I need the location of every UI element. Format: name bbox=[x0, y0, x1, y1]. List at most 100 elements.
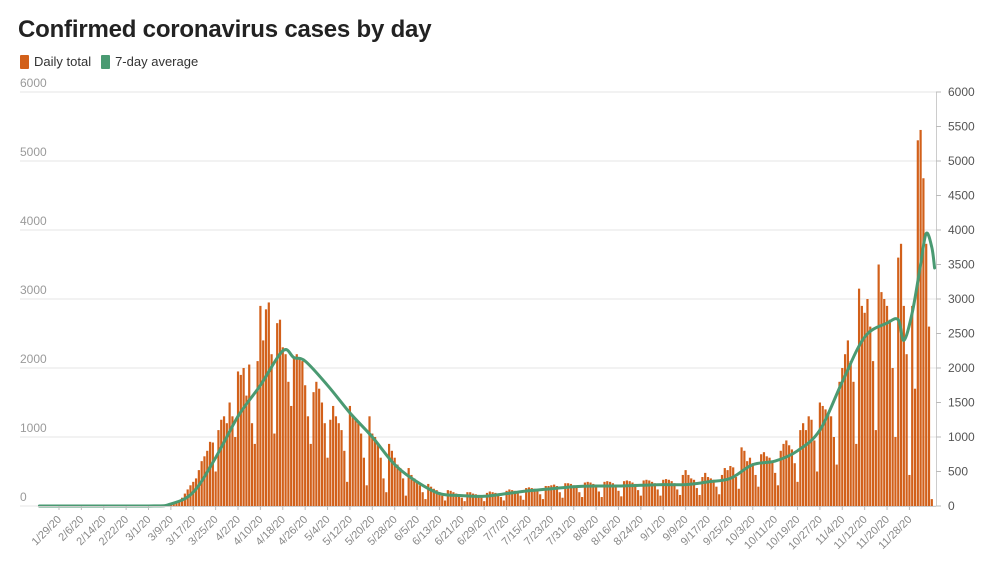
daily-total-bar bbox=[536, 489, 539, 506]
daily-total-bar bbox=[276, 323, 279, 506]
daily-total-bar bbox=[471, 493, 475, 506]
y-tick-left: 0 bbox=[20, 490, 27, 504]
daily-total-bar bbox=[418, 485, 421, 506]
daily-total-bar bbox=[357, 423, 360, 506]
daily-total-bar bbox=[494, 492, 497, 506]
daily-total-bar bbox=[899, 243, 903, 507]
daily-total-bar bbox=[180, 497, 184, 506]
chart-title: Confirmed coronavirus cases by day bbox=[18, 16, 432, 43]
daily-total-bar bbox=[374, 437, 377, 506]
daily-total-bar bbox=[539, 494, 542, 506]
daily-total-bar bbox=[429, 486, 433, 506]
daily-total-bar bbox=[656, 489, 659, 506]
daily-total-bar bbox=[457, 494, 461, 506]
y-tick-left: 6000 bbox=[20, 76, 47, 90]
daily-total-bar bbox=[684, 470, 687, 506]
daily-total-bar bbox=[827, 412, 830, 506]
daily-total-bar bbox=[491, 492, 494, 506]
daily-total-bar bbox=[802, 423, 805, 506]
daily-total-bar bbox=[617, 490, 620, 506]
daily-total-bar bbox=[231, 416, 234, 506]
y-tick-right: 500 bbox=[948, 465, 968, 479]
daily-total-bar bbox=[564, 483, 567, 506]
daily-total-bar bbox=[360, 433, 363, 506]
daily-total-bar bbox=[575, 485, 578, 506]
daily-total-bar bbox=[228, 402, 231, 506]
daily-total-bar bbox=[729, 465, 732, 506]
daily-total-bar bbox=[544, 485, 547, 506]
daily-total-bar bbox=[625, 480, 628, 506]
daily-total-bar bbox=[810, 419, 813, 506]
daily-total-bar bbox=[320, 402, 324, 506]
daily-total-bar bbox=[690, 478, 693, 506]
daily-total-bar bbox=[894, 437, 897, 506]
daily-total-bar bbox=[606, 481, 609, 506]
daily-total-bar bbox=[695, 488, 698, 506]
daily-total-bar bbox=[821, 405, 824, 506]
seven-day-average-path bbox=[37, 231, 937, 508]
daily-total-bar bbox=[175, 501, 178, 506]
daily-total-bar bbox=[292, 357, 296, 506]
daily-total-bar bbox=[757, 486, 760, 506]
y-tick-right: 3000 bbox=[948, 292, 975, 306]
daily-total-bar bbox=[838, 381, 841, 506]
daily-total-bar bbox=[634, 483, 637, 506]
daily-total-bar bbox=[206, 450, 209, 506]
daily-total-bar bbox=[572, 485, 575, 506]
daily-total-bar bbox=[692, 479, 696, 506]
daily-total-bar bbox=[642, 480, 645, 506]
daily-total-bar bbox=[704, 472, 707, 506]
daily-total-bar bbox=[427, 483, 430, 506]
daily-total-bar bbox=[751, 463, 754, 506]
daily-total-bar bbox=[673, 483, 676, 506]
daily-total-bar bbox=[857, 288, 861, 506]
daily-total-bar bbox=[413, 478, 416, 506]
daily-total-bar bbox=[712, 479, 715, 506]
daily-total-bar bbox=[547, 485, 550, 506]
daily-total-bar bbox=[592, 483, 595, 506]
daily-total-bar bbox=[555, 485, 559, 506]
daily-total-bar bbox=[860, 305, 863, 506]
y-tick-right: 4500 bbox=[948, 189, 975, 203]
daily-total-bar bbox=[399, 468, 402, 506]
daily-total-bar bbox=[762, 452, 766, 506]
daily-total-bar bbox=[295, 354, 298, 506]
daily-total-bar bbox=[888, 319, 891, 506]
daily-total-bar bbox=[396, 464, 399, 506]
daily-total-bar bbox=[608, 481, 612, 506]
daily-total-bar bbox=[446, 490, 449, 506]
daily-total-bar bbox=[664, 479, 668, 506]
daily-total-bar bbox=[600, 497, 603, 506]
legend-item-7-day-average: 7-day average bbox=[101, 54, 198, 69]
daily-total-bar bbox=[740, 447, 743, 506]
daily-total-bar bbox=[262, 340, 265, 506]
daily-total-bar bbox=[502, 500, 505, 506]
daily-total-bar bbox=[885, 305, 889, 506]
daily-total-bar bbox=[765, 456, 768, 506]
y-axis-left: 0 1000 2000 3000 4000 5000 6000 bbox=[20, 76, 47, 504]
daily-total-bar bbox=[197, 470, 200, 506]
daily-total-bar bbox=[298, 357, 301, 506]
daily-total-bar bbox=[281, 347, 284, 506]
daily-total-bar bbox=[771, 461, 774, 506]
daily-total-bar bbox=[927, 326, 931, 506]
daily-total-bar bbox=[774, 472, 777, 506]
daily-total-bar bbox=[525, 488, 528, 506]
legend-label-7-day-average: 7-day average bbox=[115, 54, 199, 69]
daily-total-bar bbox=[522, 499, 525, 506]
daily-total-bar bbox=[273, 433, 276, 506]
daily-total-bar bbox=[455, 493, 458, 506]
daily-total-bar bbox=[371, 433, 374, 506]
daily-total-bar bbox=[376, 443, 379, 506]
gridlines bbox=[20, 91, 936, 507]
daily-total-bar bbox=[267, 302, 270, 506]
y-tick-right: 4000 bbox=[948, 223, 975, 237]
daily-total-bar bbox=[583, 482, 587, 506]
legend-item-daily-total: Daily total bbox=[20, 54, 91, 69]
daily-total-bar bbox=[362, 457, 366, 506]
daily-total-bar bbox=[790, 449, 794, 506]
y-axis-right: 0 500 1000 1500 2000 2500 3000 3500 4000 4500 5000… bbox=[936, 85, 975, 513]
daily-total-bar bbox=[329, 419, 332, 506]
daily-total-bar bbox=[776, 485, 780, 506]
daily-total-bar bbox=[715, 486, 718, 506]
